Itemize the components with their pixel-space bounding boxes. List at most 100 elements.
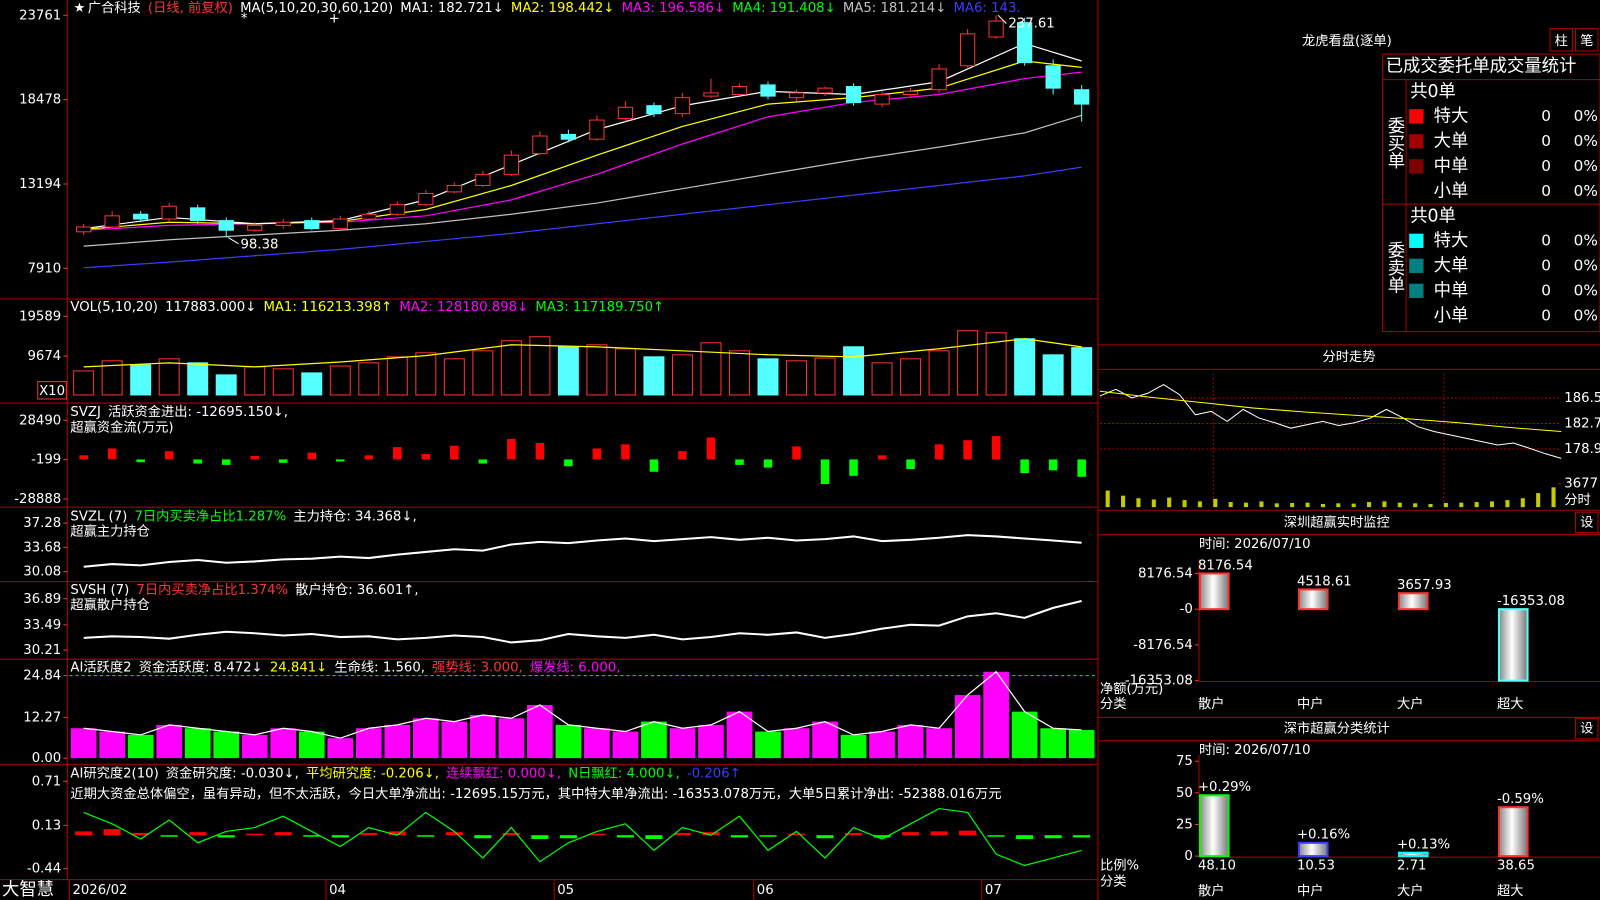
- y-tick-label: 36.89: [23, 592, 61, 607]
- flow-bar: [221, 459, 231, 465]
- intraday-volume-bar: [1536, 493, 1541, 508]
- candle-body: [646, 105, 662, 115]
- x-tick-label: 05: [557, 883, 574, 898]
- panel-subtitle: 超赢散户持仓: [70, 596, 150, 613]
- annotation-arrow: [997, 14, 1007, 24]
- volume-bar: [272, 368, 294, 396]
- bar-value-label: 2.71: [1397, 858, 1427, 873]
- research-bar: [417, 835, 435, 837]
- intraday-volume-bar: [1397, 502, 1402, 508]
- header-item: MA5: 181.214↓: [843, 1, 947, 16]
- favorite-star: ★: [73, 1, 85, 16]
- volume-bar: [614, 348, 636, 396]
- button-label[interactable]: 设: [1580, 721, 1593, 737]
- x-tick-label: 04: [329, 883, 346, 898]
- volume-ma-line: [83, 338, 1082, 368]
- event-marker: *: [241, 11, 248, 26]
- color-swatch: [1409, 233, 1424, 248]
- header-item: MA1: 116213.398↑: [263, 300, 392, 315]
- y-axis-label: 比例%: [1100, 857, 1139, 873]
- ratio-bar: [1397, 851, 1429, 858]
- color-swatch: [1409, 109, 1424, 124]
- volume-bar: [386, 356, 408, 396]
- volume-bar: [1042, 354, 1064, 396]
- y-tick-label: 186.5: [1564, 391, 1600, 406]
- header-item: MA(5,10,20,30,60,120): [240, 1, 393, 16]
- volume-bar: [443, 358, 465, 396]
- price-line: [1099, 384, 1562, 459]
- row-pct: 0%: [1574, 281, 1598, 299]
- group-total: 共0单: [1410, 206, 1456, 226]
- settings-button[interactable]: [1575, 717, 1599, 740]
- category-label: 大户: [1397, 882, 1424, 899]
- y-axis-label: 净额(万元): [1100, 681, 1163, 697]
- intraday-volume-bar: [1520, 498, 1525, 508]
- header-item: 117883.000↓: [165, 300, 256, 315]
- activity-bar: [270, 728, 297, 759]
- candle-body: [190, 207, 206, 222]
- volume-bar: [1071, 347, 1093, 396]
- ratio-bar: [1297, 841, 1329, 858]
- button-label[interactable]: 柱: [1555, 33, 1568, 49]
- row-pct: 0%: [1574, 231, 1598, 249]
- stats-box: [1382, 53, 1600, 333]
- y-tick-label: -16353.08: [1125, 674, 1193, 689]
- panel-title: 龙虎看盘(逐单): [1302, 32, 1392, 49]
- candle-body: [1016, 22, 1033, 64]
- research-bar: [616, 835, 634, 838]
- candle-body: [76, 226, 92, 233]
- intraday-label: 分时: [1564, 492, 1591, 508]
- button-label[interactable]: 设: [1580, 514, 1593, 530]
- button-label[interactable]: 笔: [1580, 33, 1593, 49]
- settings-button[interactable]: [1575, 511, 1599, 534]
- flow-bar: [507, 438, 516, 460]
- flow-bar: [649, 459, 659, 472]
- activity-bar: [926, 728, 952, 759]
- color-swatch: [1409, 159, 1424, 174]
- activity-bar: [840, 734, 867, 759]
- intraday-volume-bar: [1474, 502, 1479, 508]
- row-name: 中单: [1434, 156, 1469, 176]
- volume-bar: [814, 357, 836, 396]
- bar-value-label: 10.53: [1297, 858, 1335, 873]
- volume-bar: [843, 346, 865, 396]
- header-item: 7日内买卖净占比1.287%: [134, 508, 286, 524]
- flow-bar: [849, 459, 858, 476]
- flow-bar: [393, 447, 402, 460]
- research-bar: [787, 833, 806, 836]
- research-bar: [75, 831, 93, 836]
- header-item: SVZJ: [70, 405, 100, 420]
- candle-body: [902, 90, 919, 96]
- intraday-volume-bar: [1367, 502, 1372, 508]
- candle-body: [988, 20, 1004, 38]
- intraday-volume-bar: [1428, 503, 1433, 508]
- header-item: SVZL (7): [70, 509, 127, 524]
- y-tick-label: 178.9: [1564, 442, 1600, 457]
- net-bar: [1497, 608, 1529, 682]
- activity-bar: [384, 724, 411, 759]
- brand: 大智慧: [2, 880, 54, 900]
- flow-bar: [364, 455, 374, 460]
- flow-bar: [336, 459, 345, 462]
- candle-body: [104, 215, 120, 228]
- research-bar: [1016, 835, 1034, 839]
- header-item: MA2: 198.442↓: [511, 1, 614, 16]
- tick-button[interactable]: [1575, 28, 1599, 52]
- activity-bar: [184, 728, 211, 759]
- flow-bar: [1077, 459, 1086, 477]
- research-bar: [645, 835, 663, 839]
- y-tick-label: 50: [1176, 786, 1193, 801]
- activity-bar: [70, 728, 97, 759]
- volume-bar: [900, 358, 922, 396]
- holding-line: [83, 600, 1082, 644]
- research-bar: [474, 835, 492, 839]
- x-tick-label: 06: [757, 883, 774, 898]
- group-total: 共0单: [1410, 82, 1456, 102]
- candle-body: [275, 221, 291, 226]
- y-tick-label: 23761: [19, 8, 61, 23]
- column-button[interactable]: [1549, 28, 1573, 52]
- net-bar: [1297, 588, 1329, 611]
- x-tick-label: 07: [985, 883, 1002, 898]
- change-label: +0.29%: [1198, 780, 1251, 795]
